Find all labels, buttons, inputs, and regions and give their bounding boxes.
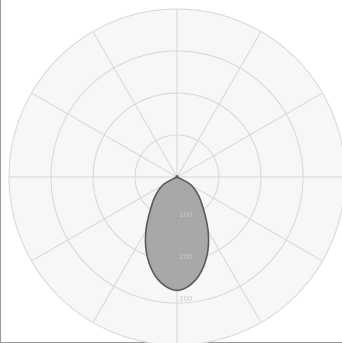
- grid-spoke: [176, 31, 262, 178]
- ring-label: 200: [179, 253, 192, 261]
- grid-spoke: [92, 31, 178, 178]
- ring-label: 300: [179, 295, 192, 303]
- grid-spoke: [176, 92, 323, 178]
- grid-spoke: [176, 176, 323, 262]
- grid-spoke: [31, 92, 178, 178]
- grid-spoke: [31, 176, 178, 262]
- series-lobe: [144, 175, 210, 292]
- ring-label: 100: [179, 211, 192, 219]
